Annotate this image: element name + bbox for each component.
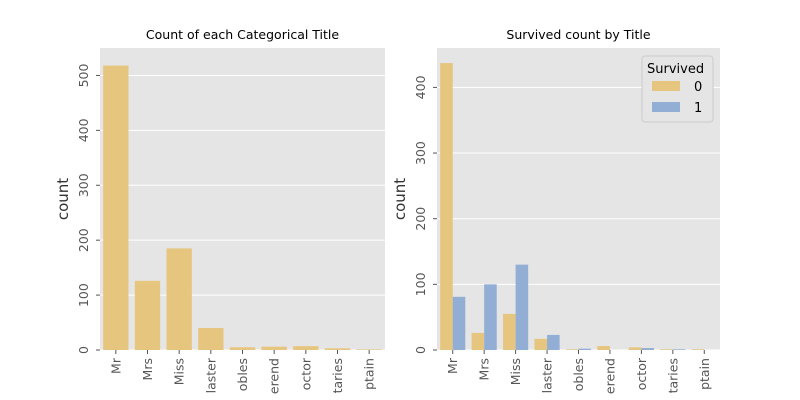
- legend-label-1: 1: [694, 101, 702, 116]
- legend-label-0: 0: [694, 80, 702, 95]
- y-tick-label: 400: [413, 75, 428, 99]
- x-tick-label: octor: [634, 357, 649, 390]
- y-axis-ticks: 0 100 200 300 400 500: [76, 63, 100, 354]
- x-tick-label: Mr: [108, 357, 123, 374]
- bar-doctor: [293, 346, 319, 350]
- y-tick-label: 200: [76, 228, 91, 252]
- x-tick-label: ptain: [697, 358, 712, 390]
- bar-dignitaries: [324, 348, 351, 350]
- x-tick-label: Miss: [172, 358, 187, 385]
- bar-dignitaries-survived-0: [660, 349, 673, 350]
- bars: [440, 63, 705, 350]
- bar-captain-survived-0: [691, 349, 705, 350]
- bar-mr-survived-0: [440, 63, 453, 350]
- chart-title: Count of each Categorical Title: [146, 27, 339, 42]
- bar-master: [198, 328, 224, 350]
- bar-mr-survived-1: [452, 296, 466, 350]
- bar-mrs-survived-1: [484, 284, 497, 350]
- y-axis-label: count: [391, 178, 409, 220]
- bar-miss-survived-1: [515, 264, 529, 350]
- y-tick-label: 0: [76, 346, 91, 354]
- x-tick-label: Miss: [508, 358, 523, 385]
- x-tick-label: ptain: [362, 358, 377, 390]
- bar-mr: [103, 65, 129, 350]
- legend-swatch-0: [652, 81, 680, 91]
- legend-swatch-1: [652, 102, 680, 112]
- y-tick-label: 100: [413, 272, 428, 296]
- bar-doctor-survived-0: [628, 347, 642, 350]
- chart-survived-by-title: 0 100 200 300 400 Mr Mrs Miss laster obles erend o…: [391, 27, 720, 394]
- y-tick-label: 200: [413, 207, 428, 231]
- bar-mrs-survived-0: [471, 332, 485, 350]
- y-tick-label: 0: [413, 346, 428, 354]
- x-tick-label: taries: [665, 358, 680, 393]
- y-tick-label: 100: [76, 283, 91, 307]
- x-axis-ticks: Mr Mrs Miss laster obles erend octor taries ptai…: [108, 350, 377, 394]
- legend: Survived 0 1: [641, 55, 714, 123]
- x-tick-label: Mr: [445, 357, 460, 374]
- bar-nobles-survived-1: [578, 348, 592, 350]
- x-tick-label: octor: [298, 357, 313, 390]
- bar-doctor-survived-1: [641, 348, 654, 350]
- bar-mrs: [134, 280, 161, 350]
- bar-reverend: [261, 346, 287, 350]
- x-tick-label: laster: [203, 357, 218, 393]
- x-tick-label: Mrs: [477, 358, 492, 380]
- y-tick-label: 500: [76, 63, 91, 87]
- x-tick-label: erend: [602, 358, 617, 394]
- bars: [103, 65, 382, 350]
- y-tick-label: 300: [76, 173, 91, 197]
- bar-reverend-survived-0: [597, 346, 610, 350]
- x-tick-label: obles: [235, 358, 250, 391]
- bar-captain: [356, 349, 382, 350]
- x-tick-label: laster: [540, 357, 555, 393]
- y-tick-label: 400: [76, 118, 91, 142]
- chart-title-counts: 0 100 200 300 400 500 Mr Mrs Miss laster obles ere…: [54, 27, 385, 394]
- bar-master-survived-0: [534, 338, 548, 350]
- bar-nobles: [229, 347, 256, 350]
- x-tick-label: taries: [330, 358, 345, 393]
- y-tick-label: 300: [413, 141, 428, 165]
- bar-master-survived-1: [547, 334, 560, 350]
- x-tick-label: obles: [571, 358, 586, 391]
- x-tick-label: erend: [267, 358, 282, 394]
- bar-miss: [166, 248, 192, 350]
- bar-miss-survived-0: [503, 313, 516, 350]
- bar-nobles-survived-0: [565, 349, 579, 350]
- bar-dignitaries-survived-1: [672, 349, 686, 350]
- legend-title: Survived: [647, 62, 704, 77]
- y-axis-ticks: 0 100 200 300 400: [413, 75, 437, 354]
- y-axis-label: count: [54, 178, 72, 220]
- x-tick-label: Mrs: [140, 358, 155, 380]
- x-axis-ticks: Mr Mrs Miss laster obles erend octor taries ptai…: [445, 350, 712, 394]
- chart-title: Survived count by Title: [506, 27, 651, 42]
